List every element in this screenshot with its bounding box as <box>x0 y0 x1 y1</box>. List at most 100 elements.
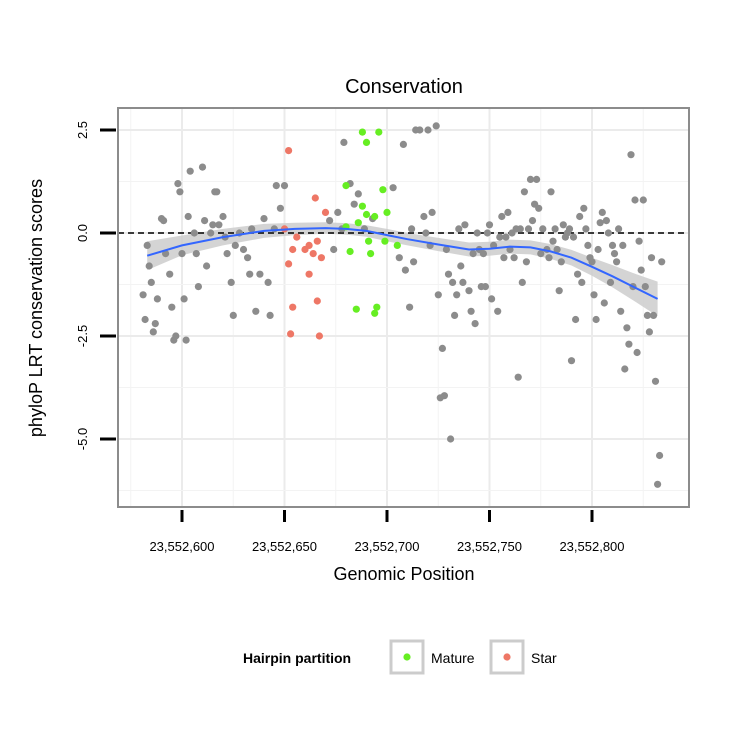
x-tick-label: 23,552,800 <box>559 539 624 554</box>
chart-title: Conservation <box>345 76 463 98</box>
data-point-other <box>514 373 522 381</box>
data-point-other <box>153 295 161 303</box>
data-point-other <box>539 225 547 233</box>
data-point-other <box>440 392 448 400</box>
data-point-other <box>572 315 580 324</box>
data-point-star <box>313 297 321 305</box>
data-point-other <box>598 208 606 216</box>
data-point-other <box>569 233 578 241</box>
data-point-other <box>209 221 217 229</box>
data-point-other <box>617 307 625 315</box>
data-point-other <box>565 225 574 233</box>
data-point-other <box>494 307 502 315</box>
data-point-other <box>252 307 260 315</box>
data-point-other <box>190 229 198 237</box>
data-point-other <box>180 295 188 303</box>
data-point-other <box>455 225 463 233</box>
data-point-other <box>567 357 576 365</box>
data-point-other <box>160 217 168 225</box>
data-point-other <box>625 340 633 348</box>
data-point-other <box>613 258 621 266</box>
data-point-other <box>141 315 149 324</box>
data-point-star <box>305 270 313 278</box>
data-point-other <box>528 217 537 225</box>
data-point-other <box>184 212 192 221</box>
data-point-other <box>213 188 221 196</box>
data-point-mature <box>373 303 381 311</box>
data-point-other <box>354 190 362 198</box>
data-point-other <box>656 451 664 460</box>
data-point-other <box>535 204 543 212</box>
data-point-other <box>469 250 477 258</box>
data-point-other <box>637 266 645 274</box>
data-point-star <box>309 250 317 258</box>
data-point-other <box>576 212 584 221</box>
data-point-other <box>264 278 272 286</box>
confidence-ribbon <box>147 222 658 317</box>
data-point-star <box>305 241 313 249</box>
data-point-other <box>623 324 631 332</box>
data-point-other <box>615 225 623 233</box>
data-point-other <box>551 225 559 233</box>
data-point-other <box>270 225 278 233</box>
data-point-other <box>227 278 235 286</box>
data-point-other <box>479 250 487 258</box>
data-point-other <box>246 270 254 278</box>
data-point-mature <box>383 208 391 216</box>
data-point-other <box>639 196 647 204</box>
data-point-other <box>340 138 348 146</box>
data-point-other <box>229 311 237 319</box>
data-point-other <box>334 208 342 216</box>
data-point-other <box>516 225 524 233</box>
data-point-other <box>215 221 223 229</box>
data-point-other <box>410 258 418 266</box>
x-tick-label: 23,552,600 <box>149 539 214 554</box>
data-point-other <box>643 311 652 319</box>
data-point-other <box>647 254 656 262</box>
x-tick-label: 23,552,650 <box>252 539 317 554</box>
data-point-other <box>186 167 194 175</box>
data-point-other <box>194 283 202 291</box>
x-tick-label: 23,552,700 <box>354 539 419 554</box>
data-point-other <box>231 241 239 249</box>
data-point-mature <box>375 128 383 136</box>
data-point-other <box>174 180 182 188</box>
data-point-other <box>582 225 590 233</box>
data-point-other <box>151 320 159 328</box>
data-point-other <box>549 237 557 245</box>
data-point-other <box>459 278 467 286</box>
data-point-other <box>465 287 473 295</box>
data-point-other <box>172 332 180 340</box>
data-point-other <box>641 283 649 291</box>
data-point-other <box>389 184 397 192</box>
data-point-other <box>471 320 479 328</box>
data-point-other <box>559 221 567 229</box>
data-point-other <box>272 182 280 190</box>
data-point-other <box>645 328 654 336</box>
confidence-ribbon-layer <box>147 222 658 317</box>
data-point-other <box>198 163 207 171</box>
data-point-other <box>498 212 506 221</box>
data-point-other <box>610 250 619 258</box>
data-point-other <box>447 435 455 443</box>
data-point-other <box>280 182 289 190</box>
data-point-other <box>178 250 186 258</box>
data-point-other <box>406 303 414 311</box>
data-point-other <box>524 225 533 233</box>
data-point-other <box>428 208 436 216</box>
data-point-star <box>317 254 325 262</box>
data-point-other <box>139 291 147 299</box>
data-point-other <box>461 221 469 229</box>
data-point-other <box>207 229 215 237</box>
data-point-other <box>244 254 252 262</box>
data-point-other <box>166 270 174 278</box>
legend-key-box-mature <box>389 639 425 675</box>
data-point-other <box>248 225 256 233</box>
data-point-other <box>438 344 446 352</box>
data-point-other <box>276 204 284 212</box>
y-tick-label: 0.0 <box>75 224 90 242</box>
data-point-other <box>520 188 529 196</box>
data-point-other <box>631 196 639 204</box>
